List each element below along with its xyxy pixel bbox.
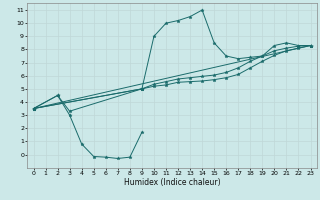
X-axis label: Humidex (Indice chaleur): Humidex (Indice chaleur) [124,178,220,187]
